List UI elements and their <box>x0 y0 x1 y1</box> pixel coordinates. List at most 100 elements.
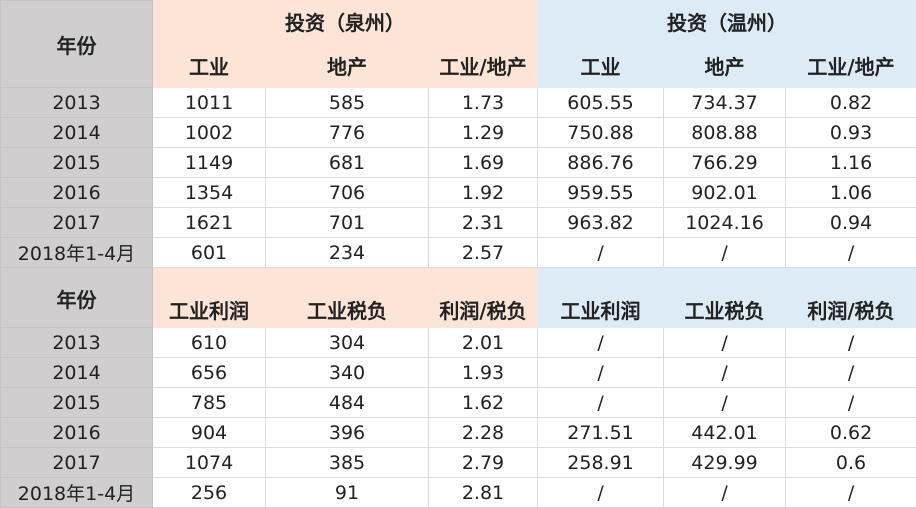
data-cell[interactable]: 2.31 <box>427 207 539 238</box>
data-cell[interactable]: / <box>537 357 665 388</box>
data-cell[interactable]: 2.01 <box>427 327 539 358</box>
data-cell[interactable]: 1.62 <box>427 387 539 418</box>
data-cell[interactable]: / <box>785 477 916 508</box>
data-cell[interactable]: 610 <box>152 327 266 358</box>
data-cell[interactable]: 904 <box>152 417 266 448</box>
column-header[interactable]: 工业利润 <box>152 267 266 328</box>
year-cell[interactable]: 2015 <box>0 387 153 418</box>
data-cell[interactable]: 1074 <box>152 447 266 478</box>
data-cell[interactable]: 808.88 <box>663 117 787 148</box>
year-header[interactable]: 年份 <box>0 0 153 88</box>
data-cell[interactable]: 340 <box>265 357 429 388</box>
data-cell[interactable]: 785 <box>152 387 266 418</box>
data-cell[interactable]: 91 <box>265 477 429 508</box>
data-cell[interactable]: 681 <box>265 147 429 178</box>
year-cell[interactable]: 2016 <box>0 177 153 208</box>
data-cell[interactable]: / <box>785 327 916 358</box>
data-cell[interactable]: 701 <box>265 207 429 238</box>
data-cell[interactable]: 442.01 <box>663 417 787 448</box>
column-header[interactable]: 利润/税负 <box>785 267 916 328</box>
data-cell[interactable]: 2.79 <box>427 447 539 478</box>
data-cell[interactable]: 0.94 <box>785 207 916 238</box>
data-cell[interactable]: 2.81 <box>427 477 539 508</box>
year-cell[interactable]: 2017 <box>0 447 153 478</box>
data-cell[interactable]: / <box>663 387 787 418</box>
data-cell[interactable]: / <box>785 387 916 418</box>
year-header[interactable]: 年份 <box>0 267 153 328</box>
data-cell[interactable]: / <box>537 387 665 418</box>
year-cell[interactable]: 2018年1-4月 <box>0 477 153 508</box>
data-cell[interactable]: / <box>537 327 665 358</box>
data-cell[interactable]: 1.93 <box>427 357 539 388</box>
data-cell[interactable]: 234 <box>265 237 429 268</box>
data-cell[interactable]: 706 <box>265 177 429 208</box>
data-cell[interactable]: 1.69 <box>427 147 539 178</box>
data-cell[interactable]: 1.29 <box>427 117 539 148</box>
data-cell[interactable]: / <box>785 357 916 388</box>
column-header[interactable]: 工业 <box>152 42 266 88</box>
data-cell[interactable]: 1354 <box>152 177 266 208</box>
data-cell[interactable]: 1002 <box>152 117 266 148</box>
data-cell[interactable]: 304 <box>265 327 429 358</box>
column-header[interactable]: 工业税负 <box>265 267 429 328</box>
data-cell[interactable]: / <box>663 477 787 508</box>
column-header[interactable]: 工业/地产 <box>427 42 539 88</box>
year-cell[interactable]: 2017 <box>0 207 153 238</box>
year-cell[interactable]: 2014 <box>0 357 153 388</box>
data-cell[interactable]: / <box>663 357 787 388</box>
data-cell[interactable]: 256 <box>152 477 266 508</box>
data-cell[interactable]: 605.55 <box>537 87 665 118</box>
data-cell[interactable]: 1011 <box>152 87 266 118</box>
data-cell[interactable]: 396 <box>265 417 429 448</box>
column-header[interactable]: 地产 <box>663 42 787 88</box>
data-cell[interactable]: 750.88 <box>537 117 665 148</box>
column-header[interactable]: 利润/税负 <box>427 267 539 328</box>
data-cell[interactable]: 601 <box>152 237 266 268</box>
data-cell[interactable]: / <box>663 327 787 358</box>
year-cell[interactable]: 2013 <box>0 87 153 118</box>
column-header[interactable]: 工业 <box>537 42 665 88</box>
data-cell[interactable]: 271.51 <box>537 417 665 448</box>
data-cell[interactable]: 1.73 <box>427 87 539 118</box>
column-header[interactable]: 地产 <box>265 42 429 88</box>
data-cell[interactable]: 1.92 <box>427 177 539 208</box>
data-cell[interactable]: 886.76 <box>537 147 665 178</box>
data-cell[interactable]: 385 <box>265 447 429 478</box>
year-cell[interactable]: 2013 <box>0 327 153 358</box>
data-cell[interactable]: 484 <box>265 387 429 418</box>
group-header-quanzhou[interactable]: 投资（泉州） <box>151 0 539 43</box>
data-cell[interactable]: 0.93 <box>785 117 916 148</box>
data-cell[interactable]: / <box>785 237 916 268</box>
column-header[interactable]: 工业/地产 <box>785 42 916 88</box>
data-cell[interactable]: 585 <box>265 87 429 118</box>
data-cell[interactable]: 1.06 <box>785 177 916 208</box>
data-cell[interactable]: / <box>537 477 665 508</box>
data-cell[interactable]: 776 <box>265 117 429 148</box>
year-cell[interactable]: 2014 <box>0 117 153 148</box>
data-cell[interactable]: 0.62 <box>785 417 916 448</box>
year-cell[interactable]: 2016 <box>0 417 153 448</box>
year-cell[interactable]: 2018年1-4月 <box>0 237 153 268</box>
column-header[interactable]: 工业税负 <box>663 267 787 328</box>
column-header[interactable]: 工业利润 <box>537 267 665 328</box>
data-cell[interactable]: 1024.16 <box>663 207 787 238</box>
data-cell[interactable]: 734.37 <box>663 87 787 118</box>
data-cell[interactable]: 0.82 <box>785 87 916 118</box>
data-cell[interactable]: 2.57 <box>427 237 539 268</box>
data-cell[interactable]: 959.55 <box>537 177 665 208</box>
year-cell[interactable]: 2015 <box>0 147 153 178</box>
data-cell[interactable]: 258.91 <box>537 447 665 478</box>
data-cell[interactable]: 429.99 <box>663 447 787 478</box>
data-cell[interactable]: 0.6 <box>785 447 916 478</box>
data-cell[interactable]: 1149 <box>152 147 266 178</box>
data-cell[interactable]: 902.01 <box>663 177 787 208</box>
group-header-wenzhou[interactable]: 投资（温州） <box>537 0 916 43</box>
data-cell[interactable]: 656 <box>152 357 266 388</box>
data-cell[interactable]: 766.29 <box>663 147 787 178</box>
data-cell[interactable]: 2.28 <box>427 417 539 448</box>
data-cell[interactable]: 963.82 <box>537 207 665 238</box>
data-cell[interactable]: / <box>663 237 787 268</box>
data-cell[interactable]: 1621 <box>152 207 266 238</box>
data-cell[interactable]: 1.16 <box>785 147 916 178</box>
data-cell[interactable]: / <box>537 237 665 268</box>
